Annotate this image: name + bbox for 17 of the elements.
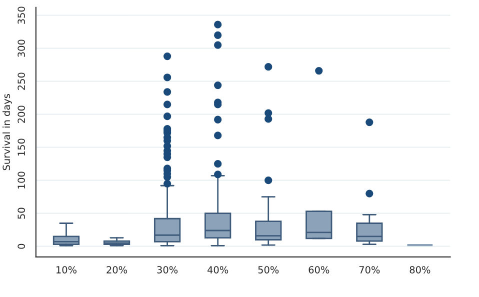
x-tick-label: 30% [157, 266, 178, 274]
x-tick-label: 40% [208, 266, 228, 274]
y-tick-label: 50 [18, 208, 26, 219]
y-tick-label: 200 [18, 106, 26, 123]
y-tick-label: 250 [18, 72, 26, 90]
y-tick-label: 100 [18, 172, 26, 189]
x-tick-label: 70% [359, 266, 380, 274]
y-tick-label: 150 [18, 138, 26, 156]
y-tick-label: 350 [18, 6, 26, 24]
x-tick-label: 20% [106, 266, 128, 274]
x-tick-label: 50% [258, 266, 279, 274]
y-tick-label: 300 [18, 40, 26, 57]
x-tick-label: 10% [56, 266, 77, 274]
y-tick-label: 0 [18, 244, 26, 249]
x-tick-label: 80% [410, 266, 430, 274]
x-tick-label: 60% [308, 266, 330, 274]
y-axis-title: Survival in days [2, 94, 12, 170]
